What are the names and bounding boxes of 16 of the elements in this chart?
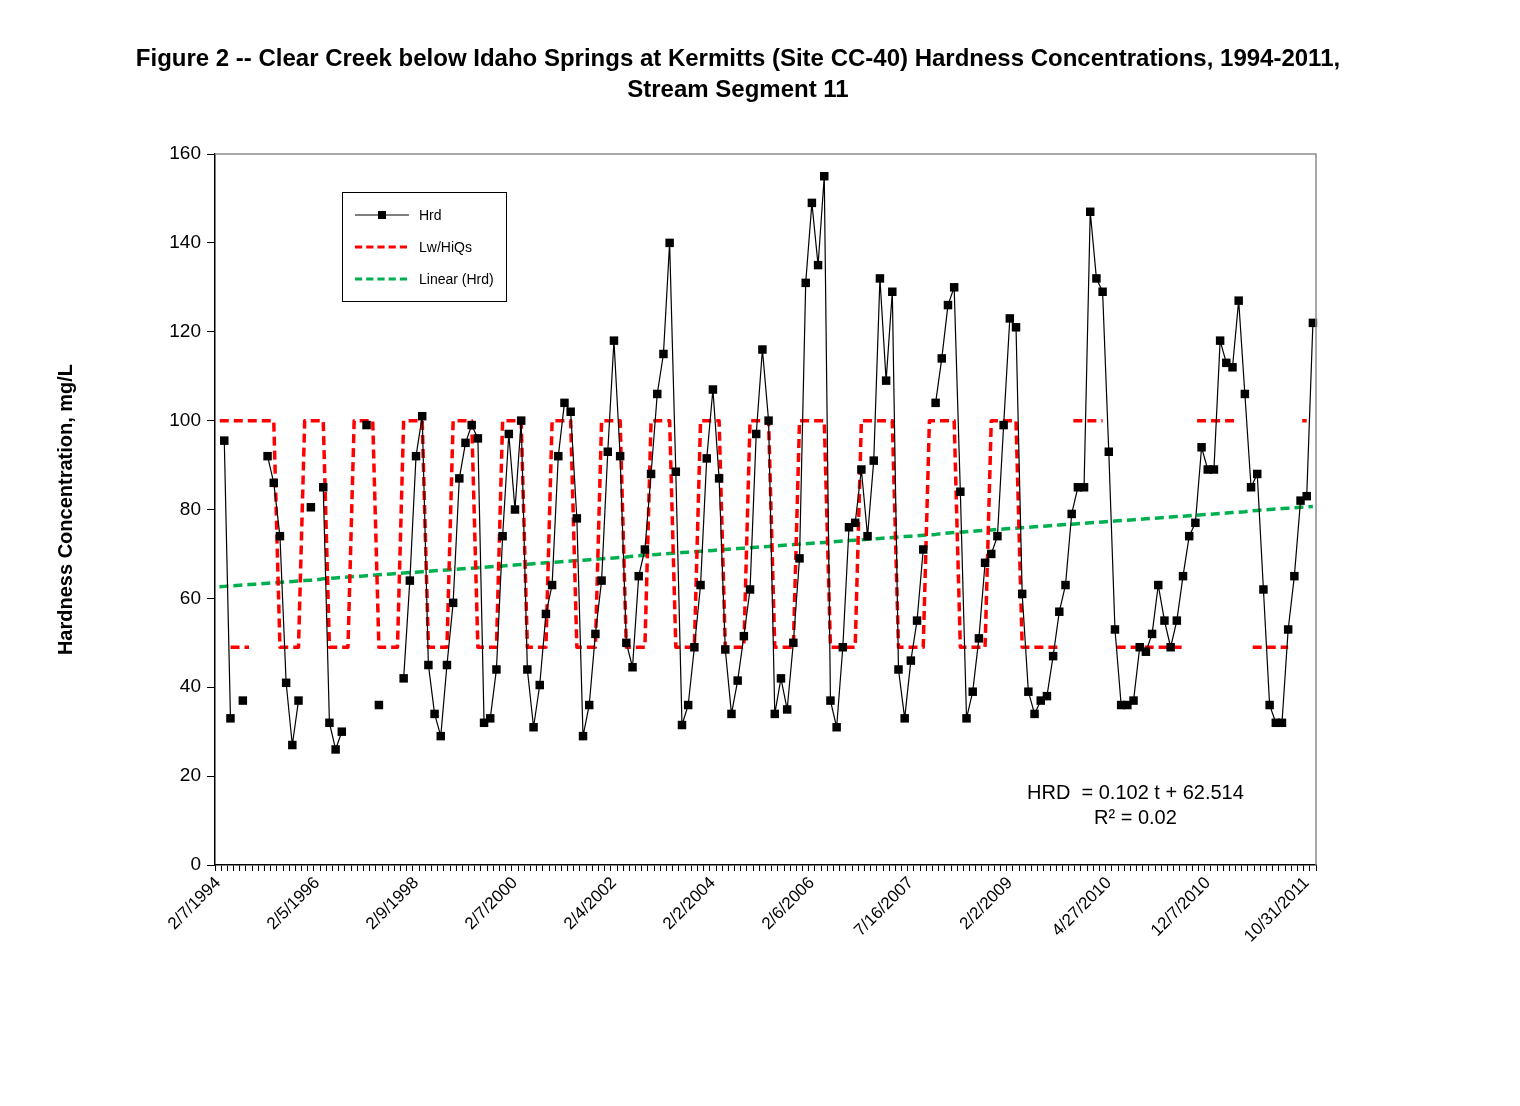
y-tick-label: 140 xyxy=(169,231,201,253)
annotation: R² = 0.02 xyxy=(1094,805,1177,828)
legend-label: Hrd xyxy=(419,207,442,223)
y-axis-title: Hardness Concentration, mg/L xyxy=(53,363,76,656)
y-tick-label: 160 xyxy=(169,142,201,164)
annotation: HRD = 0.102 t + 62.514 xyxy=(1027,780,1244,803)
y-tick-label: 80 xyxy=(179,497,201,519)
legend-label: Linear (Hrd) xyxy=(419,271,494,287)
y-tick-label: 0 xyxy=(190,853,201,875)
y-tick-label: 120 xyxy=(169,319,201,341)
y-tick-label: 20 xyxy=(179,764,201,786)
y-tick-label: 40 xyxy=(179,675,201,697)
y-tick-label: 100 xyxy=(169,408,201,430)
y-tick-label: 60 xyxy=(179,586,201,608)
legend-label: Lw/HiQs xyxy=(419,239,472,255)
chart-title: Figure 2 -- Clear Creek below Idaho Springs at Kermitts (Site CC-40) Hardness Concentrations, 1994-2011, Stream Segment 11 xyxy=(134,43,1342,104)
